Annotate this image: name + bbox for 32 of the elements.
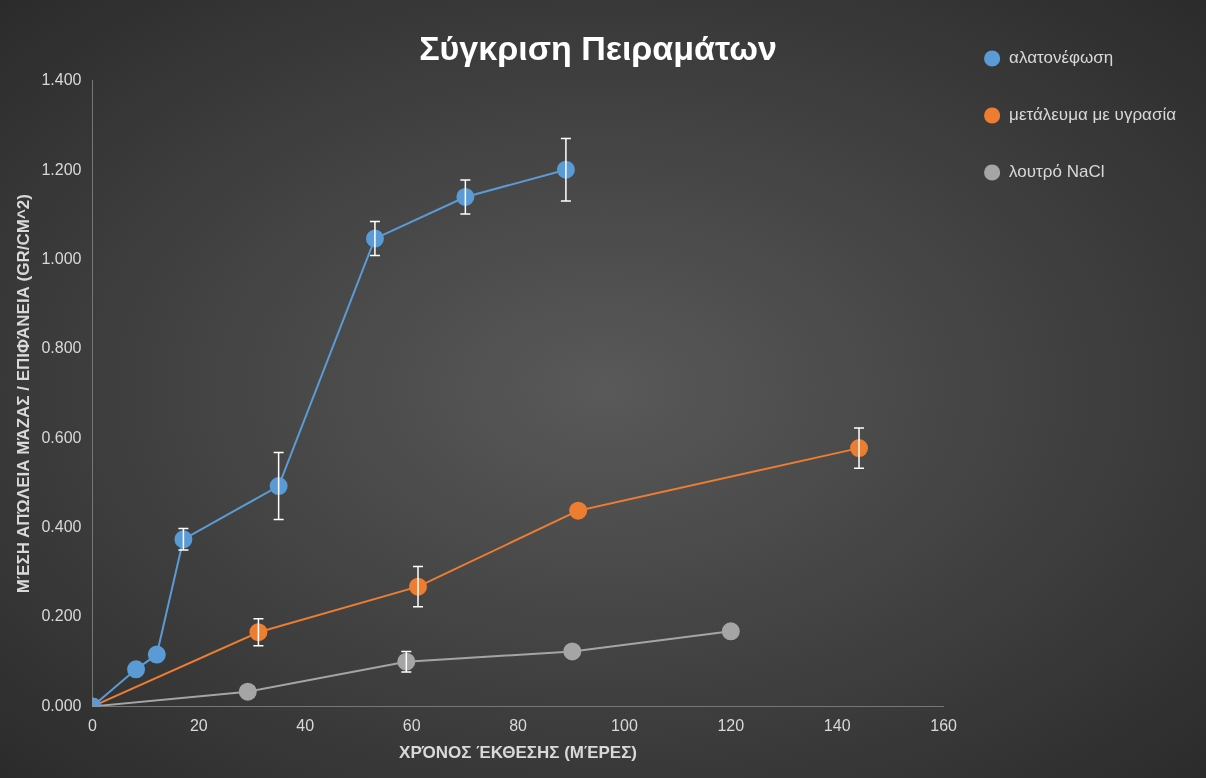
y-tick-label: 0.000 [41,696,82,714]
point [269,477,288,496]
y-tick-label: 1.000 [41,249,82,267]
point [721,622,740,641]
x-tick-label: 20 [189,717,208,735]
x-tick-label: 120 [717,717,745,735]
point [456,187,475,206]
point [569,501,588,520]
y-tick-label: 0.800 [41,339,82,357]
y-tick-label: 0.400 [41,518,82,536]
x-tick-label: 80 [509,717,528,735]
y-axis-title: ΜΈΣΗ ΑΠΏΛΕΙΑ ΜΆΖΑΣ / ΕΠΙΦΆΝΕΙΑ (GR/CM^2) [13,194,33,594]
point [563,642,582,661]
x-tick-label: 60 [402,717,421,735]
y-tick-label: 1.200 [41,160,82,178]
y-tick-label: 1.400 [41,71,82,89]
point [127,660,146,679]
x-tick-label: 160 [930,717,958,735]
legend-label: λουτρό NaCl [1009,162,1105,182]
legend-label: μετάλευμα με υγρασία [1009,105,1177,125]
chart-title: Σύγκριση Πειραμάτων [419,28,777,67]
x-tick-label: 100 [611,717,638,735]
x-tick-label: 0 [87,717,97,735]
point [238,682,257,701]
x-tick-label: 140 [823,717,851,735]
point [249,623,268,642]
x-axis-title: ΧΡΌΝΟΣ ΈΚΘΕΣΗΣ (ΜΈΡΕΣ) [399,743,637,763]
y-tick-label: 0.200 [41,607,82,625]
point [147,645,166,664]
legend-label: αλατονέφωση [1009,48,1114,68]
y-tick-label: 0.600 [41,428,82,446]
x-tick-label: 40 [296,717,315,735]
